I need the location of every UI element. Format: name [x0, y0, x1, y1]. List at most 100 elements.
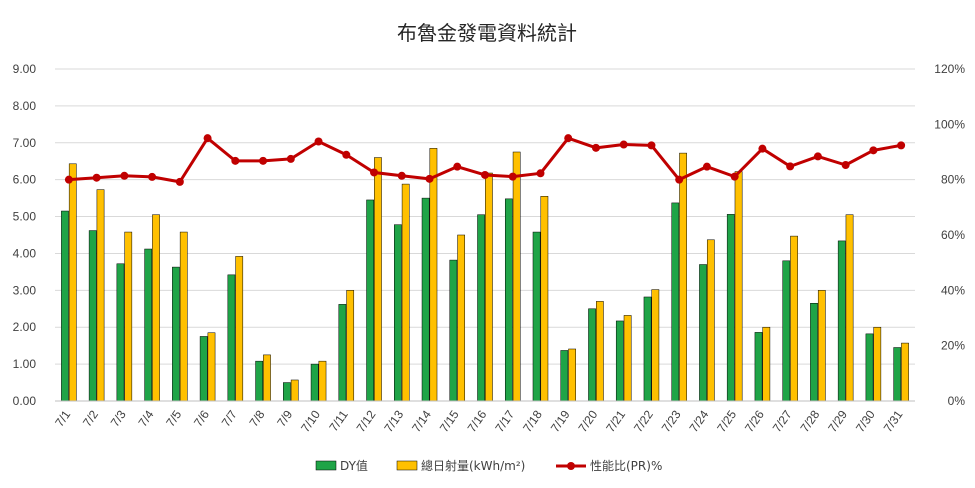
x-tick-label: 7/31 [881, 407, 906, 434]
pr-point [675, 175, 684, 184]
x-tick-label: 7/25 [714, 407, 739, 434]
pr-point [64, 175, 73, 184]
pr-point [231, 156, 240, 165]
bar-irradiance [457, 234, 466, 402]
x-tick-label: 7/7 [219, 407, 240, 429]
right-tick-label: 0% [948, 394, 966, 408]
x-tick-label: 7/26 [742, 407, 767, 434]
left-tick-label: 6.00 [13, 173, 37, 187]
bar-dy [671, 202, 680, 402]
bar-irradiance [762, 326, 771, 402]
bar-dy [643, 296, 652, 402]
bar-irradiance [124, 231, 133, 402]
bar-dy [865, 333, 874, 402]
bar-dy [116, 263, 125, 402]
pr-line-layer [64, 134, 906, 186]
bar-irradiance [596, 301, 604, 402]
x-tick-label: 7/12 [354, 407, 379, 434]
x-tick-label: 7/4 [136, 407, 157, 429]
bar-irradiance [263, 354, 271, 402]
bar-dy [837, 240, 846, 402]
bar-dy [172, 266, 180, 402]
right-tick-label: 20% [941, 339, 965, 353]
bar-dy [615, 320, 624, 402]
bar-dy [560, 350, 569, 402]
bar-irradiance [845, 214, 854, 402]
left-tick-label: 2.00 [13, 320, 37, 334]
x-tick-label: 7/14 [409, 407, 434, 434]
x-tick-label: 7/27 [770, 407, 795, 434]
left-tick-label: 0.00 [13, 394, 37, 408]
right-y-axis: 0% 20% 40% 60% 80% 100% 120% [934, 62, 965, 408]
left-tick-label: 7.00 [13, 136, 37, 150]
legend-marker-pr [567, 462, 575, 470]
pr-point [203, 134, 212, 143]
pr-point [259, 156, 268, 165]
bar-irradiance [512, 151, 521, 402]
bar-irradiance [68, 163, 77, 402]
pr-point [453, 162, 462, 171]
bar-dy [61, 210, 69, 402]
bar-dy [394, 224, 402, 402]
bar-dy [310, 363, 319, 402]
x-tick-label: 7/20 [576, 407, 601, 434]
pr-point [120, 171, 129, 180]
left-tick-label: 5.00 [13, 210, 37, 224]
pr-point [425, 174, 434, 183]
x-tick-label: 7/19 [548, 407, 573, 434]
bar-dy [588, 308, 596, 402]
right-tick-label: 40% [941, 283, 965, 297]
bar-dy [366, 199, 374, 402]
x-tick-label: 7/17 [492, 407, 517, 434]
bar-irradiance [429, 148, 438, 402]
bar-dy [144, 248, 153, 402]
x-tick-label: 7/21 [603, 407, 628, 434]
pr-point [786, 162, 795, 171]
bar-irradiance [374, 157, 382, 402]
legend-swatch-irradiance [396, 460, 418, 471]
bar-dy [504, 198, 513, 402]
bar-dy [449, 259, 458, 402]
bar-dy [227, 274, 236, 402]
right-tick-label: 100% [934, 117, 965, 131]
x-tick-label: 7/22 [631, 407, 656, 434]
pr-point [758, 144, 767, 153]
x-tick-label: 7/16 [465, 407, 490, 434]
bar-dy [199, 336, 208, 402]
bar-dy [88, 230, 97, 402]
bar-dy [532, 231, 541, 402]
bar-dy [477, 214, 485, 402]
x-tick-label: 7/8 [246, 407, 267, 429]
x-tick-label: 7/15 [437, 407, 462, 434]
right-tick-label: 80% [941, 173, 965, 187]
x-tick-label: 7/9 [274, 407, 295, 429]
bar-irradiance [651, 289, 660, 402]
left-tick-label: 9.00 [13, 62, 37, 76]
pr-point [148, 172, 157, 181]
bar-irradiance [734, 171, 743, 402]
bar-irradiance [873, 326, 882, 402]
left-tick-label: 8.00 [13, 99, 37, 113]
pr-point [564, 134, 573, 143]
bar-dy [283, 382, 291, 402]
bar-irradiance [179, 231, 188, 402]
x-axis: 7/1 7/2 7/3 7/4 7/5 7/6 7/7 7/8 7/9 7/10 7/11 7/12 7… [52, 400, 915, 435]
x-tick-label: 7/5 [163, 407, 184, 429]
bar-irradiance [485, 172, 493, 402]
pr-point [397, 171, 406, 180]
bar-irradiance [346, 290, 355, 402]
pr-point [342, 150, 351, 159]
x-tick-label: 7/24 [687, 407, 712, 434]
left-tick-label: 3.00 [13, 283, 37, 297]
bar-irradiance [623, 315, 632, 402]
left-tick-label: 1.00 [13, 357, 37, 371]
x-tick-label: 7/10 [298, 407, 323, 434]
x-tick-label: 7/11 [326, 407, 351, 434]
pr-point [730, 172, 739, 181]
bar-dy [726, 214, 735, 402]
pr-point [314, 137, 323, 146]
bar-dy [810, 302, 818, 402]
bars-layer [61, 148, 909, 402]
